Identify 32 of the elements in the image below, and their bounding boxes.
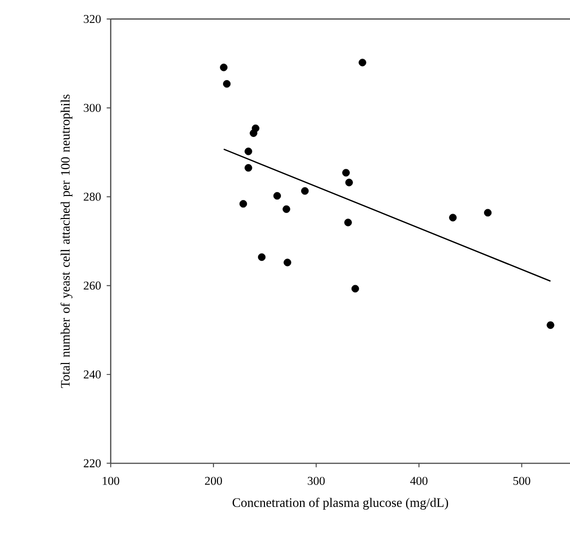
- point: [342, 168, 350, 177]
- y-tick-label: 300: [84, 104, 101, 112]
- y-tick-label: 220: [84, 459, 101, 468]
- point: [244, 148, 252, 156]
- point: [258, 253, 266, 261]
- point: [250, 129, 258, 137]
- point: [358, 58, 366, 66]
- y-tick-label: 320: [84, 14, 101, 24]
- point: [284, 258, 292, 266]
- y-tick-label: 240: [84, 370, 101, 378]
- point: [282, 205, 290, 213]
- point: [351, 284, 360, 292]
- x-tick-label: 100: [102, 476, 120, 485]
- y-tick-label: 280: [84, 192, 101, 201]
- x-tick-label: 500: [513, 476, 530, 485]
- point: [449, 214, 457, 222]
- point: [239, 200, 248, 208]
- point: [345, 178, 353, 186]
- y-axis-title: Total number of yeast cell attached per 100 neutrophils: [60, 94, 72, 388]
- x-tick-label: 200: [205, 476, 222, 485]
- x-tick-label: 300: [308, 476, 325, 485]
- x-axis-title: Concnetration of plasma glucose (mg/dL): [232, 498, 448, 510]
- point: [244, 164, 252, 172]
- point: [301, 187, 309, 195]
- point: [344, 218, 352, 226]
- point: [484, 208, 492, 217]
- point: [223, 80, 231, 88]
- y-tick-label: 260: [84, 282, 101, 290]
- x-tick-label: 400: [410, 476, 428, 485]
- point: [546, 321, 554, 329]
- point: [220, 64, 228, 72]
- point: [273, 192, 281, 200]
